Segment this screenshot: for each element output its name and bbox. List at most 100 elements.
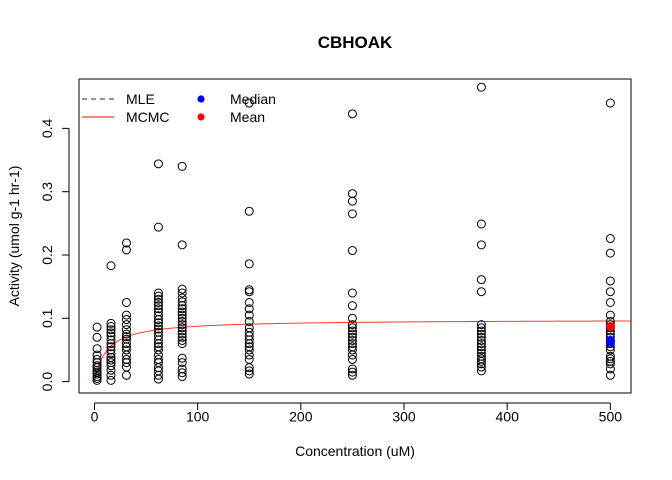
data-point (244, 206, 254, 216)
data-point (177, 326, 187, 336)
data-point (476, 366, 486, 376)
data-point (177, 310, 187, 320)
legend-label: Median (230, 91, 276, 107)
data-point (153, 304, 163, 314)
data-point (244, 285, 254, 295)
data-point (476, 329, 486, 339)
data-point (121, 297, 131, 307)
data-point (92, 361, 102, 371)
data-point (121, 354, 131, 364)
data-point (153, 354, 163, 364)
data-point (605, 248, 615, 258)
data-point (153, 222, 163, 232)
data-point (476, 348, 486, 358)
data-point (347, 326, 357, 336)
data-point (106, 325, 116, 335)
data-point (177, 304, 187, 314)
legend-label: Mean (230, 109, 265, 125)
data-point (476, 275, 486, 285)
data-point (121, 245, 131, 255)
legend-item-mean: Mean (197, 109, 265, 125)
data-point (121, 339, 131, 349)
data-point (153, 311, 163, 321)
y-tick-label: 0.0 (39, 372, 55, 392)
data-point (177, 329, 187, 339)
y-tick-label: 0.1 (39, 308, 55, 328)
data-point (153, 294, 163, 304)
data-point (347, 367, 357, 377)
mean-point (605, 322, 615, 332)
data-point (347, 329, 357, 339)
data-point (153, 159, 163, 169)
data-point (153, 321, 163, 331)
data-point (244, 369, 254, 379)
data-point (121, 345, 131, 355)
data-point (347, 288, 357, 298)
data-point (177, 297, 187, 307)
legend-item-mle: MLE (82, 91, 155, 107)
data-point (476, 320, 486, 330)
data-point (121, 320, 131, 330)
median-point (605, 335, 615, 345)
data-point (92, 344, 102, 354)
legend-label: MCMC (126, 109, 170, 125)
data-point (153, 288, 163, 298)
data-point (244, 342, 254, 352)
data-point (476, 351, 486, 361)
x-tick-label: 200 (289, 409, 313, 425)
data-point (347, 320, 357, 330)
data-point (153, 301, 163, 311)
summary-points (605, 322, 615, 347)
data-point (177, 332, 187, 342)
data-point (244, 304, 254, 314)
data-point (476, 345, 486, 355)
data-point (177, 339, 187, 349)
data-point (244, 297, 254, 307)
y-tick-label: 0.3 (39, 182, 55, 202)
data-point (347, 364, 357, 374)
data-point (244, 98, 254, 108)
legend-dot-symbol (197, 113, 205, 121)
data-point (347, 354, 357, 364)
data-point (121, 325, 131, 335)
data-point (347, 313, 357, 323)
data-point (347, 189, 357, 199)
data-point (347, 335, 357, 345)
data-point (605, 297, 615, 307)
data-point (106, 335, 116, 345)
data-point (106, 261, 116, 271)
data-point (605, 354, 615, 364)
x-tick-label: 0 (91, 409, 99, 425)
legend-item-median: Median (197, 91, 276, 107)
data-point (153, 307, 163, 317)
data-point (177, 364, 187, 374)
data-point (106, 349, 116, 359)
data-point (121, 329, 131, 339)
data-point (177, 288, 187, 298)
data-point (605, 98, 615, 108)
data-point (476, 287, 486, 297)
data-point (106, 355, 116, 365)
data-point (153, 291, 163, 301)
chart-title: CBHOAK (318, 33, 393, 52)
data-point (92, 350, 102, 360)
data-point (605, 276, 615, 286)
data-point (177, 316, 187, 326)
data-point (153, 297, 163, 307)
data-point (121, 334, 131, 344)
data-point (106, 331, 116, 341)
legend: MLE MCMC Median Mean (82, 91, 276, 125)
data-point (121, 332, 131, 342)
data-point (153, 327, 163, 337)
data-point (347, 332, 357, 342)
legend-dot-symbol (197, 95, 205, 103)
plot-frame (78, 78, 632, 394)
data-point (476, 240, 486, 250)
data-point (153, 345, 163, 355)
legend-label: MLE (126, 91, 155, 107)
data-point (476, 326, 486, 336)
data-point (177, 240, 187, 250)
data-point (177, 284, 187, 294)
